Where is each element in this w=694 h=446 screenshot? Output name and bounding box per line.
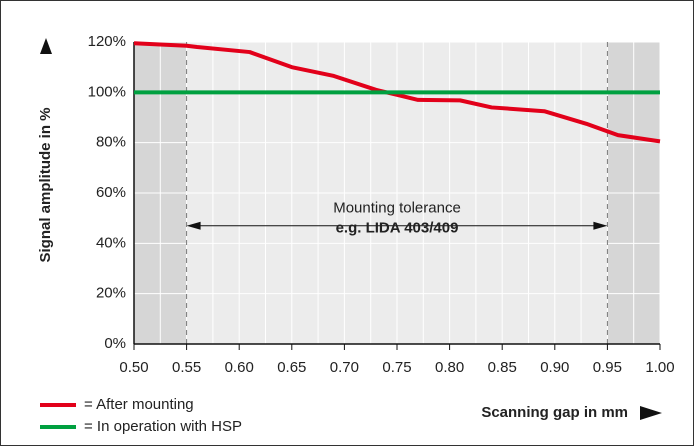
legend-label: = In operation with HSP	[84, 418, 242, 435]
legend-label: = After mounting	[84, 396, 194, 413]
x-tick-label: 0.95	[593, 359, 622, 376]
y-axis-label: Signal amplitude in %	[37, 107, 54, 262]
y-tick-label: 20%	[96, 285, 126, 302]
x-tick-label: 0.80	[435, 359, 464, 376]
x-tick-label: 1.00	[645, 359, 674, 376]
y-tick-label: 60%	[96, 184, 126, 201]
x-tick-label: 0.85	[488, 359, 517, 376]
x-tick-label: 0.90	[540, 359, 569, 376]
x-tick-label: 0.55	[172, 359, 201, 376]
y-tick-label: 0%	[104, 335, 126, 352]
y-tick-label: 80%	[96, 134, 126, 151]
x-tick-label: 0.65	[277, 359, 306, 376]
y-arrow	[40, 38, 52, 54]
x-tick-label: 0.75	[382, 359, 411, 376]
annotation: e.g. LIDA 403/409	[336, 220, 459, 237]
x-tick-label: 0.60	[225, 359, 254, 376]
x-tick-label: 0.50	[119, 359, 148, 376]
annotation: Mounting tolerance	[333, 200, 461, 217]
x-arrow	[640, 406, 662, 420]
y-tick-label: 40%	[96, 234, 126, 251]
line-series	[133, 41, 661, 144]
y-tick-label: 100%	[88, 83, 126, 100]
arrow-head	[593, 221, 608, 230]
x-axis-label: Scanning gap in mm	[481, 404, 628, 421]
x-tick-label: 0.70	[330, 359, 359, 376]
arrow-head	[186, 221, 201, 230]
y-tick-label: 120%	[88, 33, 126, 50]
